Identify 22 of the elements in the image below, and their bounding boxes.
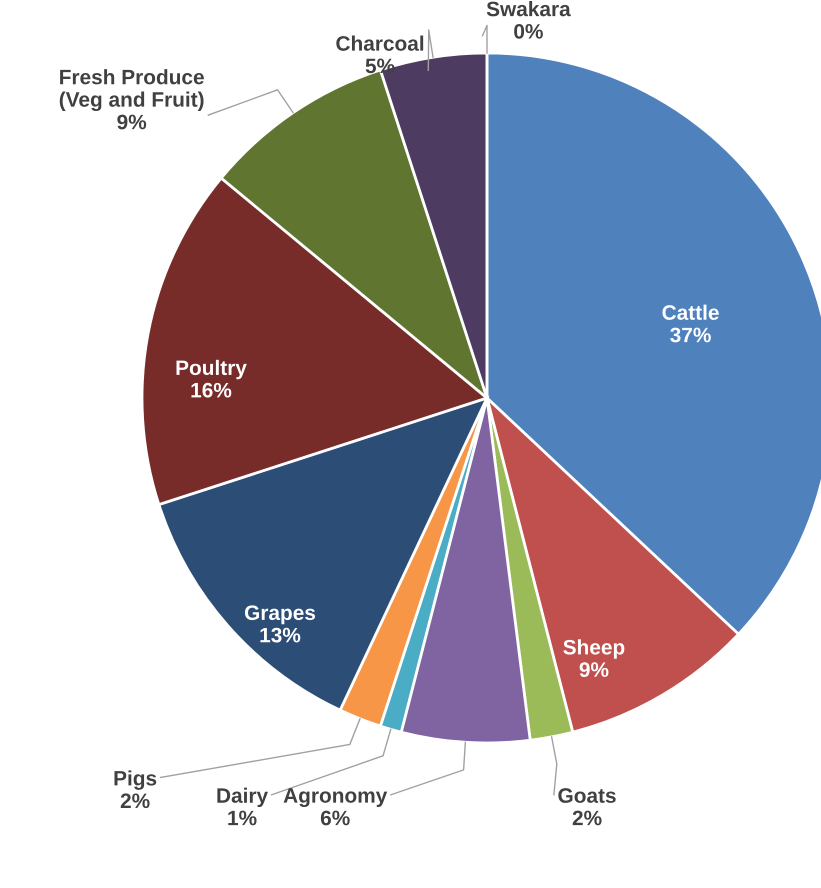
slice-label: Poultry [176, 360, 247, 380]
data-label: 13% [260, 628, 300, 643]
data-label: 1% [228, 810, 257, 826]
data-label: 2% [120, 793, 150, 808]
slice-label: Grapes [244, 605, 316, 624]
data-label: 16% [191, 382, 232, 398]
slice-label: Agronomy [284, 788, 388, 808]
slice-label: Fresh Produce (Veg and Fruit) [60, 69, 204, 112]
slice-label: Dairy [217, 788, 268, 808]
slice-label: Pigs [114, 770, 156, 790]
data-label: 37% [670, 328, 711, 342]
data-label: 9% [117, 114, 146, 130]
slice-label: Charcoal [336, 36, 424, 51]
data-label: 2% [572, 810, 602, 826]
data-label: 5% [366, 58, 395, 74]
slice-label: Sheep [563, 639, 624, 659]
slice-label: Cattle [662, 304, 719, 320]
data-label: 6% [320, 810, 350, 826]
text: 0% [514, 24, 543, 39]
slice-label: Goats [558, 788, 616, 803]
category-label: Swakara [486, 1, 571, 16]
data-label: 9% [580, 662, 608, 678]
